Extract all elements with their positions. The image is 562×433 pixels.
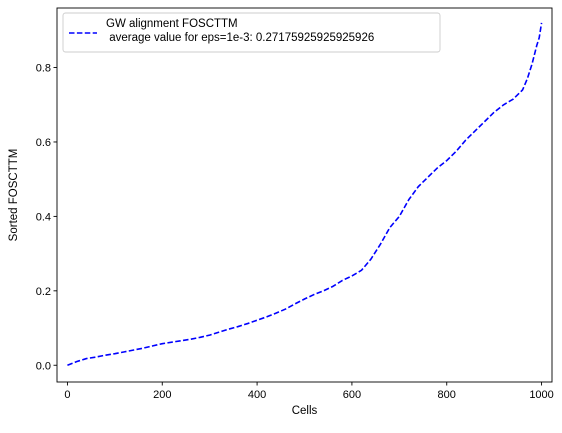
x-tick-label: 800	[438, 389, 456, 401]
legend-box	[62, 12, 441, 53]
legend: GW alignment FOSCTTM average value for e…	[62, 12, 441, 53]
x-tick-label: 0	[64, 389, 70, 401]
y-tick-label: 0.8	[36, 63, 51, 75]
x-axis-label: Cells	[292, 405, 318, 417]
axes-box	[56, 7, 553, 383]
legend-label: average value for eps=1e-3: 0.2717592592…	[106, 32, 374, 44]
y-tick-label: 0.2	[36, 286, 51, 298]
legend-label: GW alignment FOSCTTM	[106, 18, 238, 30]
y-tick-label: 0.0	[36, 360, 51, 372]
y-tick-label: 0.6	[36, 137, 51, 149]
y-axis-label: Sorted FOSCTTM	[8, 149, 20, 242]
x-tick-label: 600	[343, 389, 361, 401]
series-line	[67, 22, 543, 366]
y-tick-label: 0.4	[36, 211, 51, 223]
x-tick-label: 200	[153, 389, 171, 401]
line-layer	[67, 22, 543, 366]
x-tick-label: 1000	[529, 389, 553, 401]
axes-frame	[56, 7, 553, 383]
x-axis-ticks: 0 200 400 600 800 1000	[64, 382, 554, 401]
x-tick-label: 400	[248, 389, 266, 401]
y-axis-ticks: 0.0 0.2 0.4 0.6 0.8	[36, 63, 57, 372]
